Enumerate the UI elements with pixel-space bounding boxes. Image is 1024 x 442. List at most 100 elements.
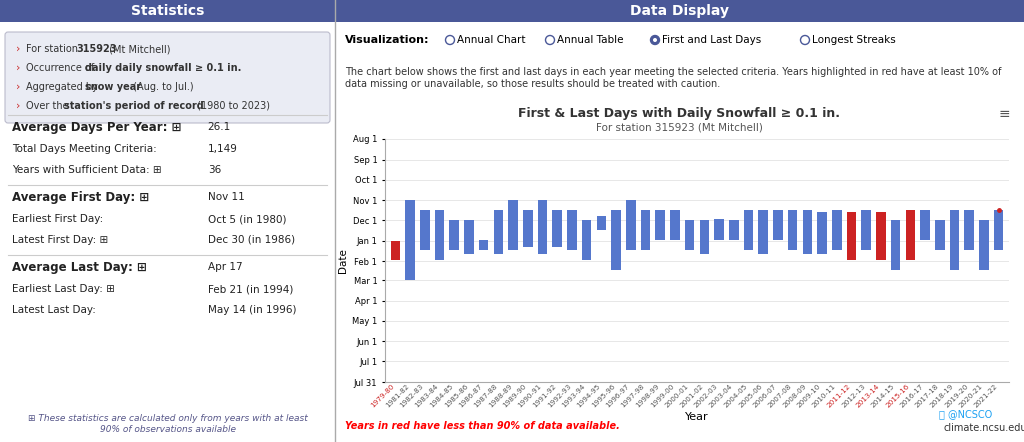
Bar bbox=[464, 220, 474, 254]
Text: (1980 to 2023): (1980 to 2023) bbox=[194, 101, 269, 111]
Text: Average Days Per Year: ⊞: Average Days Per Year: ⊞ bbox=[12, 121, 181, 133]
Bar bbox=[729, 220, 738, 240]
Bar bbox=[685, 220, 694, 250]
Bar bbox=[921, 210, 930, 240]
Text: Annual Chart: Annual Chart bbox=[457, 35, 525, 45]
Text: Average First Day: ⊞: Average First Day: ⊞ bbox=[12, 191, 150, 203]
Text: First and Last Days: First and Last Days bbox=[662, 35, 761, 45]
Bar bbox=[390, 241, 400, 260]
Text: Annual Table: Annual Table bbox=[557, 35, 624, 45]
Text: Aggregated by: Aggregated by bbox=[26, 82, 101, 92]
Text: First & Last Days with Daily Snowfall ≥ 0.1 in.: First & Last Days with Daily Snowfall ≥ … bbox=[518, 107, 841, 121]
Text: (Mt Mitchell): (Mt Mitchell) bbox=[106, 44, 171, 54]
Bar bbox=[935, 220, 944, 250]
Text: Visualization:: Visualization: bbox=[345, 35, 429, 45]
Text: Average Last Day: ⊞: Average Last Day: ⊞ bbox=[12, 260, 146, 274]
Bar bbox=[641, 210, 650, 250]
Text: The chart below shows the first and last days in each year meeting the selected : The chart below shows the first and last… bbox=[345, 67, 1001, 88]
Text: station's period of record: station's period of record bbox=[63, 101, 204, 111]
Bar bbox=[508, 200, 518, 250]
Bar bbox=[434, 210, 444, 260]
Bar bbox=[655, 210, 665, 240]
Bar bbox=[861, 210, 871, 250]
Text: For station: For station bbox=[26, 44, 81, 54]
Circle shape bbox=[546, 35, 555, 45]
Circle shape bbox=[445, 35, 455, 45]
Bar bbox=[950, 210, 959, 270]
Bar bbox=[670, 210, 680, 240]
Bar bbox=[905, 210, 915, 260]
Bar bbox=[567, 210, 577, 250]
Text: daily daily snowfall ≥ 0.1 in.: daily daily snowfall ≥ 0.1 in. bbox=[85, 63, 242, 73]
Bar bbox=[979, 220, 989, 270]
Text: climate.ncsu.edu: climate.ncsu.edu bbox=[944, 423, 1024, 433]
Text: Total Days Meeting Criteria:: Total Days Meeting Criteria: bbox=[12, 144, 157, 154]
Text: Earliest First Day:: Earliest First Day: bbox=[12, 214, 103, 224]
Bar bbox=[582, 220, 592, 260]
Circle shape bbox=[653, 38, 657, 42]
Bar bbox=[847, 212, 856, 260]
Text: Feb 21 (in 1994): Feb 21 (in 1994) bbox=[208, 284, 293, 294]
Text: Nov 11: Nov 11 bbox=[208, 192, 245, 202]
Text: 315923: 315923 bbox=[77, 44, 117, 54]
Text: Statistics: Statistics bbox=[131, 4, 204, 18]
Bar bbox=[773, 210, 782, 240]
Bar bbox=[450, 220, 459, 250]
Text: ⊞ These statistics are calculated only from years with at least
90% of observati: ⊞ These statistics are calculated only f… bbox=[28, 414, 307, 434]
Text: 1,149: 1,149 bbox=[208, 144, 238, 154]
X-axis label: Year: Year bbox=[685, 412, 709, 422]
Text: For station 315923 (Mt Mitchell): For station 315923 (Mt Mitchell) bbox=[596, 123, 763, 133]
Bar bbox=[611, 210, 621, 270]
Text: Dec 30 (in 1986): Dec 30 (in 1986) bbox=[208, 235, 295, 245]
Bar bbox=[479, 240, 488, 250]
Bar bbox=[699, 220, 710, 254]
Bar bbox=[597, 216, 606, 230]
FancyBboxPatch shape bbox=[5, 32, 330, 123]
Bar bbox=[787, 210, 798, 250]
Circle shape bbox=[801, 35, 810, 45]
Text: Years with Sufficient Data: ⊞: Years with Sufficient Data: ⊞ bbox=[12, 165, 162, 175]
Y-axis label: Date: Date bbox=[338, 248, 348, 273]
Bar bbox=[406, 200, 415, 280]
Bar bbox=[523, 210, 532, 247]
Text: ›: › bbox=[16, 82, 20, 92]
Bar bbox=[833, 210, 842, 250]
Text: Apr 17: Apr 17 bbox=[208, 262, 243, 272]
Bar bbox=[420, 210, 429, 250]
Text: snow year: snow year bbox=[85, 82, 141, 92]
Bar bbox=[335, 0, 1024, 22]
Text: Years in red have less than 90% of data available.: Years in red have less than 90% of data … bbox=[345, 421, 620, 431]
Text: Over the: Over the bbox=[26, 101, 72, 111]
Text: Latest Last Day:: Latest Last Day: bbox=[12, 305, 96, 315]
Bar bbox=[743, 210, 754, 250]
Bar bbox=[817, 212, 826, 254]
Bar bbox=[538, 200, 547, 254]
Text: ›: › bbox=[16, 63, 20, 73]
Bar bbox=[891, 220, 900, 270]
Bar bbox=[626, 200, 636, 250]
Bar bbox=[994, 210, 1004, 250]
Text: Data Display: Data Display bbox=[630, 4, 729, 18]
Bar bbox=[715, 219, 724, 240]
Bar bbox=[803, 210, 812, 254]
Bar bbox=[494, 210, 503, 254]
Text: (Aug. to Jul.): (Aug. to Jul.) bbox=[130, 82, 194, 92]
Text: Oct 5 (in 1980): Oct 5 (in 1980) bbox=[208, 214, 286, 224]
Text: Occurrence of: Occurrence of bbox=[26, 63, 97, 73]
Bar bbox=[877, 212, 886, 260]
Text: 26.1: 26.1 bbox=[208, 122, 231, 132]
Text: ›: › bbox=[16, 44, 20, 54]
Text: Longest Streaks: Longest Streaks bbox=[812, 35, 896, 45]
Bar bbox=[759, 210, 768, 254]
Text: Latest First Day: ⊞: Latest First Day: ⊞ bbox=[12, 235, 109, 245]
Text: ≡: ≡ bbox=[998, 107, 1010, 121]
Bar bbox=[0, 0, 335, 22]
Text: 🐦 @NCSCO: 🐦 @NCSCO bbox=[939, 409, 992, 419]
Text: 36: 36 bbox=[208, 165, 221, 175]
Text: Earliest Last Day: ⊞: Earliest Last Day: ⊞ bbox=[12, 284, 115, 294]
Text: ›: › bbox=[16, 101, 20, 111]
Bar bbox=[552, 210, 562, 247]
Bar bbox=[965, 210, 974, 250]
Text: May 14 (in 1996): May 14 (in 1996) bbox=[208, 305, 296, 315]
Circle shape bbox=[650, 35, 659, 45]
